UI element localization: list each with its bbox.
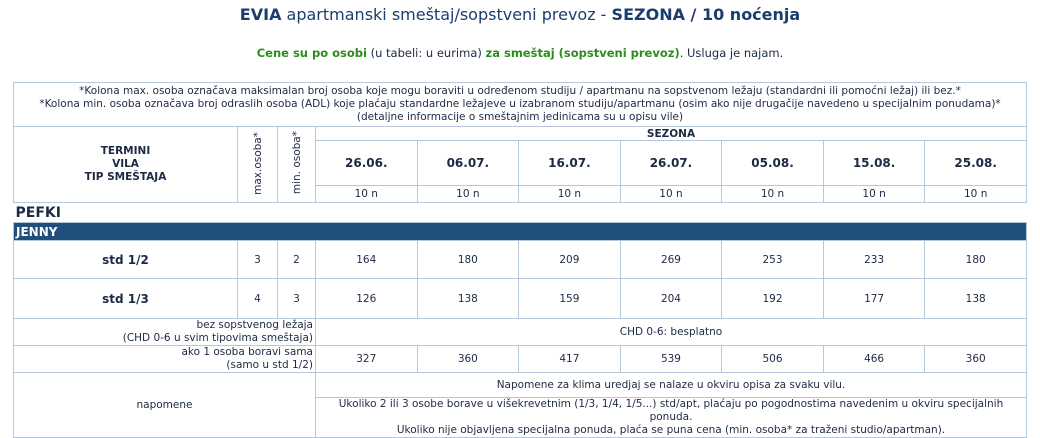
date: 06.07.: [416, 140, 520, 186]
price: 209: [518, 240, 621, 279]
no-bed-label: bez sopstvenog ležaja (CHD 0-6 u svim tip…: [13, 318, 316, 346]
dates-row: 26.06. 06.07. 16.07. 26.07. 05.08. 15.08. 25.0…: [14, 140, 1027, 186]
note: *Kolona min. osoba označava broj odrasli…: [39, 98, 1001, 110]
price: 506: [721, 345, 824, 373]
villa-name: JENNY: [13, 222, 1027, 241]
price-row: std 1/3 4 3 126 138 159 204 192 177 138: [13, 278, 1027, 319]
date: 26.07.: [619, 140, 723, 186]
title-text: apartmanski smeštaj/sopstveni prevoz -: [281, 5, 612, 24]
price: 417: [518, 345, 621, 373]
remark: Ukoliko 2 ili 3 osobe borave u višekreve…: [315, 397, 1027, 438]
nights: 10 n: [822, 185, 926, 203]
subtitle-currency: (u tabeli: u eurima): [366, 46, 486, 60]
date: 05.08.: [721, 140, 824, 186]
price: 360: [924, 345, 1027, 373]
single-row: ako 1 osoba boravi sama (samo u std 1/2) …: [13, 345, 1027, 373]
nights: 10 n: [315, 185, 418, 203]
place-row: PEFKI: [13, 202, 1027, 223]
head-label: VILA: [112, 158, 139, 170]
subtitle: Cene su po osobi (u tabeli: u eurima) za…: [0, 46, 1040, 60]
price-rows: std 1/2 3 2 164 180 209 269 253 233 180 std 1/3 4 3 1…: [13, 240, 1027, 319]
price: 253: [721, 240, 824, 279]
price: 233: [822, 240, 926, 279]
no-bed-text: CHD 0-6: besplatno: [315, 318, 1027, 346]
min-persons: 2: [277, 240, 316, 279]
nights: 10 n: [416, 185, 520, 203]
note: *Kolona max. osoba označava maksimalan b…: [79, 85, 961, 97]
place-name: PEFKI: [13, 202, 1027, 223]
price: 204: [619, 278, 723, 319]
remarks-row: napomene Napomene za klima uredjaj se na…: [13, 372, 1027, 438]
price: 138: [416, 278, 520, 319]
remark-line: Ukoliko nije objavljena specijalna ponud…: [396, 424, 946, 436]
nights: 10 n: [518, 185, 621, 203]
head-row: TERMINI VILA TIP SMEŠTAJA max.osoba* min…: [13, 126, 1027, 203]
nights-row: 10 n 10 n 10 n 10 n 10 n 10 n 10 n: [14, 185, 1027, 203]
notes-cell: *Kolona max. osoba označava maksimalan b…: [13, 82, 1027, 127]
label-line: (samo u std 1/2): [226, 359, 313, 371]
label-line: (CHD 0-6 u svim tipovima smeštaja): [122, 332, 313, 344]
min-persons: 3: [277, 278, 316, 319]
page: EVIA apartmanski smeštaj/sopstveni prevo…: [0, 5, 1040, 438]
subtitle-lead: Cene su po osobi: [256, 46, 367, 60]
price: 180: [924, 240, 1027, 279]
date: 25.08.: [924, 140, 1027, 186]
no-bed-row: bez sopstvenog ležaja (CHD 0-6 u svim tip…: [13, 318, 1027, 346]
price: 164: [315, 240, 418, 279]
price: 327: [315, 345, 418, 373]
label-line: bez sopstvenog ležaja: [196, 319, 313, 331]
nights: 10 n: [619, 185, 723, 203]
date: 16.07.: [518, 140, 621, 186]
price: 192: [721, 278, 824, 319]
nights: 10 n: [924, 185, 1027, 203]
season-head: SEZONA: [315, 126, 1027, 141]
head-labels: TERMINI VILA TIP SMEŠTAJA: [13, 126, 238, 203]
price: 138: [924, 278, 1027, 319]
unit-type: std 1/3: [13, 278, 238, 319]
title: EVIA apartmanski smeštaj/sopstveni prevo…: [0, 5, 1040, 24]
nights: 10 n: [721, 185, 824, 203]
max-persons: 3: [237, 240, 278, 279]
subtitle-basis: za smeštaj (sopstveni prevoz): [485, 46, 680, 60]
price: 269: [619, 240, 723, 279]
price: 126: [315, 278, 418, 319]
max-persons: 4: [237, 278, 278, 319]
head-label: TERMINI: [100, 145, 151, 157]
remarks-label: napomene: [13, 372, 316, 438]
title-place: EVIA: [239, 5, 282, 24]
price-row: std 1/2 3 2 164 180 209 269 253 233 180: [13, 240, 1027, 279]
head-label: TIP SMEŠTAJA: [84, 171, 167, 183]
notes-row: *Kolona max. osoba označava maksimalan b…: [13, 82, 1027, 127]
single-label: ako 1 osoba boravi sama (samo u std 1/2): [13, 345, 316, 373]
unit-type: std 1/2: [13, 240, 238, 279]
max-head-text: max.osoba*: [251, 131, 264, 195]
price: 177: [822, 278, 926, 319]
label-line: ako 1 osoba boravi sama: [181, 346, 313, 358]
price: 539: [619, 345, 723, 373]
max-head: max.osoba*: [237, 126, 278, 203]
min-head: min. osoba*: [277, 126, 316, 203]
price: 466: [822, 345, 926, 373]
date: 26.06.: [315, 140, 418, 186]
price: 159: [518, 278, 621, 319]
date: 15.08.: [822, 140, 926, 186]
price-table: *Kolona max. osoba označava maksimalan b…: [13, 82, 1027, 438]
villa-row: JENNY: [13, 222, 1027, 241]
price: 360: [416, 345, 520, 373]
subtitle-service: . Usluga je najam.: [679, 46, 784, 60]
min-head-text: min. osoba*: [290, 131, 303, 195]
title-season: SEZONA / 10 noćenja: [611, 5, 801, 24]
price: 180: [416, 240, 520, 279]
remark-line: Ukoliko 2 ili 3 osobe borave u višekreve…: [338, 398, 1004, 423]
remark: Napomene za klima uredjaj se nalaze u ok…: [315, 372, 1027, 398]
note: (detaljne informacije o smeštajnim jedin…: [356, 111, 684, 123]
